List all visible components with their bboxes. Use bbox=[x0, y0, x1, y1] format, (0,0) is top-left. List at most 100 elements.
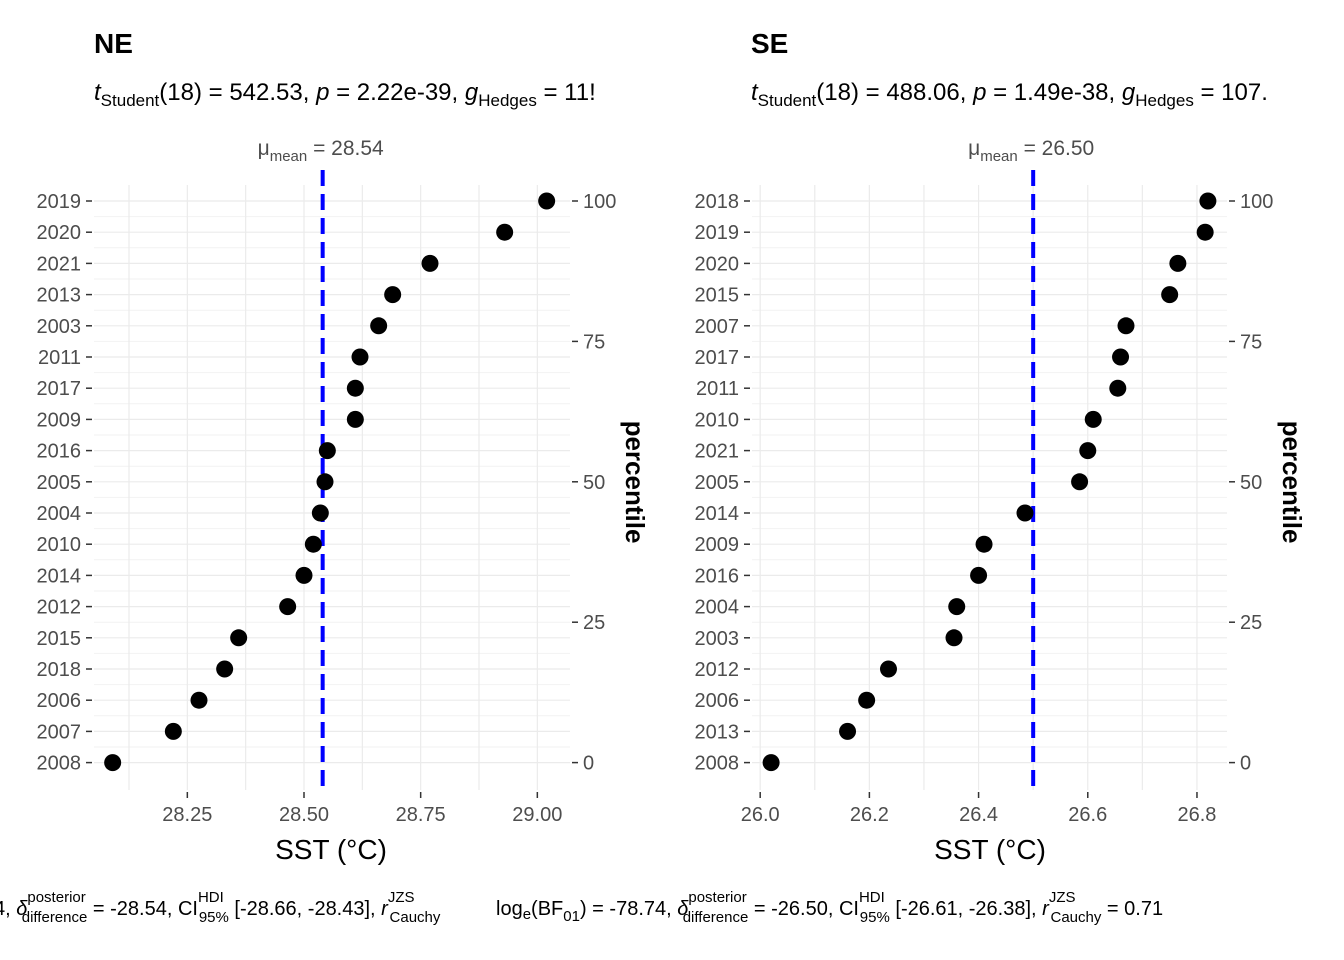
y-tick-label: 2013 bbox=[695, 721, 740, 743]
data-point bbox=[311, 504, 329, 522]
data-point bbox=[190, 691, 208, 709]
x-tick-label: 28.75 bbox=[396, 804, 446, 826]
x-tick-label: 28.25 bbox=[162, 804, 212, 826]
bf-label: (BF bbox=[531, 898, 563, 920]
t-subscript: Student bbox=[758, 91, 817, 110]
p-value: = 1.49e-38, bbox=[986, 79, 1121, 106]
y-tick-label: 2007 bbox=[37, 721, 82, 743]
data-point bbox=[1079, 442, 1097, 460]
y-tick-label: 2018 bbox=[37, 659, 82, 681]
y-tick-label: 2008 bbox=[695, 753, 740, 775]
data-point bbox=[370, 317, 388, 335]
y-tick-label: 2017 bbox=[37, 378, 82, 400]
p-symbol: p bbox=[972, 79, 986, 106]
data-point bbox=[970, 566, 988, 584]
y-tick-label: 2003 bbox=[37, 316, 82, 338]
data-point bbox=[762, 754, 780, 772]
y-tick-label: 2016 bbox=[695, 565, 740, 587]
data-point bbox=[104, 754, 122, 772]
data-point bbox=[1169, 254, 1187, 272]
data-point bbox=[948, 598, 966, 616]
bf-value: ) = -78.74, bbox=[580, 898, 677, 920]
y-tick-label: 2019 bbox=[695, 222, 740, 244]
x-tick-labels: 26.0 26.2 26.4 26.6 26.8 bbox=[741, 792, 1217, 826]
ci-subscript: 95% bbox=[199, 909, 229, 926]
percentile-axis: 100 75 50 25 0 bbox=[572, 191, 616, 775]
percentile-axis-label: percentile bbox=[620, 421, 650, 544]
mu-subscript: mean bbox=[980, 148, 1018, 165]
panel-title: NE bbox=[94, 28, 133, 59]
data-points bbox=[104, 192, 556, 772]
y-tick-label: 2021 bbox=[37, 253, 82, 275]
data-point bbox=[1112, 348, 1130, 366]
percentile-tick-label: 100 bbox=[1240, 191, 1273, 213]
mu-value: = 26.50 bbox=[1018, 137, 1094, 160]
data-point bbox=[1016, 504, 1034, 522]
y-tick-label: 2011 bbox=[696, 378, 739, 400]
delta-subscript: difference bbox=[22, 909, 88, 926]
data-point bbox=[1196, 223, 1214, 241]
g-subscript: Hedges bbox=[478, 91, 537, 110]
y-tick-label: 2012 bbox=[695, 659, 740, 681]
mean-label: μmean = 26.50 bbox=[968, 137, 1094, 165]
panel-title: SE bbox=[751, 28, 788, 59]
t-value: (18) = 488.06, bbox=[816, 79, 973, 106]
ci-superscript: HDI bbox=[859, 889, 885, 906]
y-tick-label: 2009 bbox=[695, 534, 740, 556]
ci-superscript: HDI bbox=[198, 889, 224, 906]
data-point bbox=[879, 660, 897, 678]
x-tick-labels: 28.25 28.50 28.75 29.00 bbox=[162, 792, 562, 826]
delta-superscript: posterior bbox=[27, 889, 85, 906]
panel-subtitle: tStudent(18) = 542.53, p = 2.22e-39, gHe… bbox=[94, 79, 596, 110]
delta-value: = -26.50, CI bbox=[748, 898, 859, 920]
y-tick-labels: 2019 2020 2021 2013 2003 2011 2017 2009 2016 2005… bbox=[37, 191, 92, 775]
data-point bbox=[304, 535, 322, 553]
t-subscript: Student bbox=[101, 91, 160, 110]
t-symbol: t bbox=[751, 79, 759, 106]
delta-symbol: δ bbox=[16, 898, 28, 920]
r-subscript: Cauchy bbox=[390, 909, 441, 926]
x-tick-label: 26.6 bbox=[1068, 804, 1107, 826]
r-superscript: JZS bbox=[1049, 889, 1076, 906]
x-tick-label: 26.8 bbox=[1178, 804, 1217, 826]
y-tick-labels: 2018 2019 2020 2015 2007 2017 2011 2010 2021 2005… bbox=[695, 191, 750, 775]
percentile-tick-label: 75 bbox=[583, 331, 605, 353]
y-tick-label: 2013 bbox=[37, 285, 82, 307]
y-tick-label: 2015 bbox=[37, 628, 82, 650]
data-point bbox=[279, 598, 297, 616]
y-tick-label: 2010 bbox=[695, 409, 740, 431]
y-tick-label: 2016 bbox=[37, 441, 82, 463]
data-point bbox=[295, 566, 313, 584]
y-tick-label: 2005 bbox=[37, 472, 82, 494]
panel-subtitle: tStudent(18) = 488.06, p = 1.49e-38, gHe… bbox=[751, 79, 1268, 110]
r-symbol: r bbox=[381, 898, 389, 920]
caption-lead: 4, bbox=[0, 898, 16, 920]
data-point bbox=[346, 379, 364, 397]
x-tick-label: 26.4 bbox=[959, 804, 998, 826]
ci-subscript: 95% bbox=[860, 909, 890, 926]
data-point bbox=[858, 691, 876, 709]
data-point bbox=[538, 192, 556, 210]
percentile-axis: 100 75 50 25 0 bbox=[1229, 191, 1273, 775]
mu-symbol: μ bbox=[258, 137, 270, 160]
y-tick-label: 2009 bbox=[37, 409, 82, 431]
g-symbol: g bbox=[1122, 79, 1136, 106]
data-point bbox=[318, 442, 336, 460]
data-point bbox=[1084, 410, 1102, 428]
data-point bbox=[945, 629, 963, 647]
y-tick-label: 2010 bbox=[37, 534, 82, 556]
r-value: = 0.71 bbox=[1101, 898, 1163, 920]
panel-se: SE tStudent(18) = 488.06, p = 1.49e-38, … bbox=[695, 28, 1308, 865]
percentile-axis-label: percentile bbox=[1277, 421, 1307, 544]
y-tick-label: 2020 bbox=[37, 222, 82, 244]
r-subscript: Cauchy bbox=[1051, 909, 1102, 926]
data-point bbox=[496, 223, 514, 241]
delta-superscript: posterior bbox=[688, 889, 746, 906]
percentile-tick-label: 25 bbox=[583, 612, 605, 634]
data-point bbox=[216, 660, 234, 678]
ci-value: [-26.61, -26.38], bbox=[890, 898, 1042, 920]
t-value: (18) = 542.53, bbox=[159, 79, 316, 106]
y-tick-label: 2017 bbox=[695, 347, 740, 369]
y-tick-label: 2020 bbox=[695, 253, 740, 275]
